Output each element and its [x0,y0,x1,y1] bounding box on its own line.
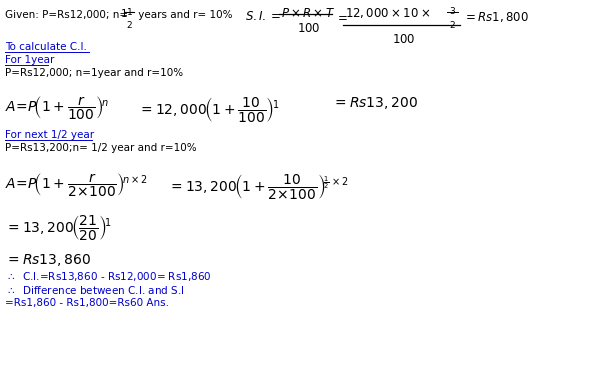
Text: To calculate C.I.: To calculate C.I. [5,42,87,52]
Text: $A\!=\!P\!\left(1+\dfrac{r}{2\!\times\!100}\right)^{\!n\times2}$: $A\!=\!P\!\left(1+\dfrac{r}{2\!\times\!1… [5,172,148,199]
Text: $100$: $100$ [392,33,416,46]
Text: $=12,000\!\left(1+\dfrac{10}{100}\right)^{\!1}$: $=12,000\!\left(1+\dfrac{10}{100}\right)… [138,95,279,124]
Text: $\therefore$  Difference between C.I. and S.I: $\therefore$ Difference between C.I. and… [5,284,184,296]
Text: $=13,200\!\left(1+\dfrac{10}{2\!\times\!100}\right)^{\!\frac{1}{2}\times2}$: $=13,200\!\left(1+\dfrac{10}{2\!\times\!… [168,172,348,201]
Text: $12,000 \times 10 \times$: $12,000 \times 10 \times$ [345,6,431,20]
Text: $S.I. =$: $S.I. =$ [245,10,281,23]
Text: $3$: $3$ [449,5,456,16]
Text: P=Rs12,000; n=1year and r=10%: P=Rs12,000; n=1year and r=10% [5,68,183,78]
Text: For 1year: For 1year [5,55,54,65]
Text: $2$: $2$ [449,19,456,30]
Text: P=Rs13,200;n= 1/2 year and r=10%: P=Rs13,200;n= 1/2 year and r=10% [5,143,197,153]
Text: $= Rs13,860$: $= Rs13,860$ [5,252,91,268]
Text: For next 1/2 year: For next 1/2 year [5,130,94,140]
Text: $=$: $=$ [335,10,348,23]
Text: $P \times R \times T$: $P \times R \times T$ [281,7,335,20]
Text: Given: P=Rs12,000; n=: Given: P=Rs12,000; n= [5,10,132,20]
Text: =Rs1,860 - Rs1,800=Rs60 Ans.: =Rs1,860 - Rs1,800=Rs60 Ans. [5,298,169,308]
Text: $1$: $1$ [126,6,133,17]
Text: $\therefore$  C.I.=Rs13,860 - Rs12,000= Rs1,860: $\therefore$ C.I.=Rs13,860 - Rs12,000= R… [5,270,212,283]
Text: $A\!=\!P\!\left(1+\dfrac{r}{100}\right)^{\!n}$: $A\!=\!P\!\left(1+\dfrac{r}{100}\right)^… [5,95,109,122]
Text: $100$: $100$ [297,22,321,35]
Text: $= Rs13,200$: $= Rs13,200$ [332,95,418,111]
Text: $1$: $1$ [120,7,127,19]
Text: $2$: $2$ [126,19,133,30]
Text: years and r= 10%: years and r= 10% [135,10,233,20]
Text: $= 13,200\!\left(\dfrac{21}{20}\right)^{\!1}$: $= 13,200\!\left(\dfrac{21}{20}\right)^{… [5,213,112,242]
Text: $= Rs1,800$: $= Rs1,800$ [463,10,529,24]
